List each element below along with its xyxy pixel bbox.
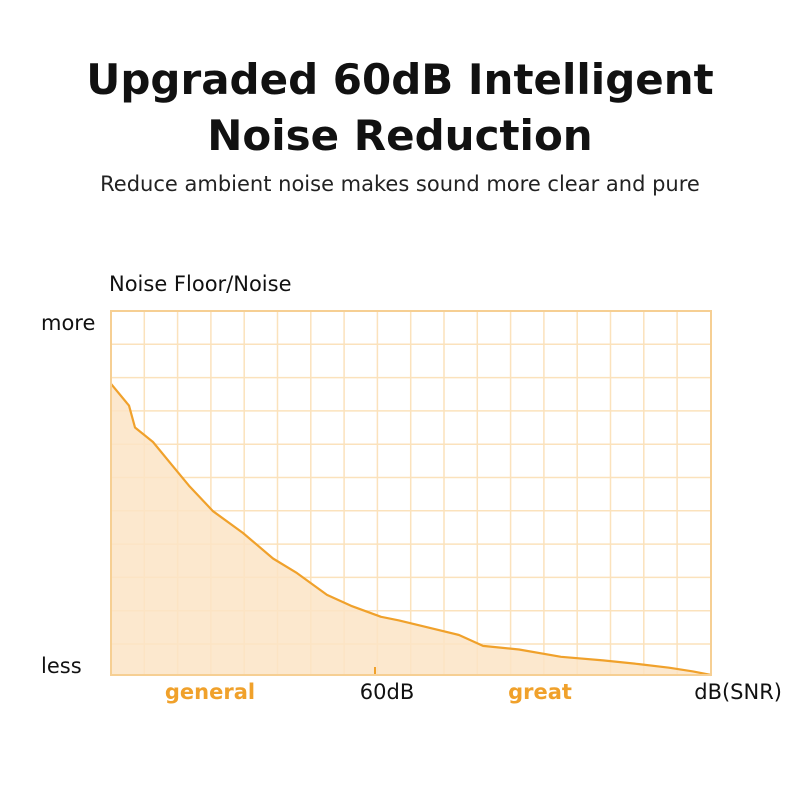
x-category-general: general xyxy=(164,680,256,704)
title-line-2: Noise Reduction xyxy=(207,111,593,160)
y-axis-label: Noise Floor/Noise xyxy=(109,272,292,296)
y-tick-less: less xyxy=(41,654,82,678)
x-category-great: great xyxy=(508,680,572,704)
x-axis-label: dB(SNR) xyxy=(694,680,782,704)
x-marker-60db-label: 60dB xyxy=(359,680,415,704)
noise-curve-line xyxy=(110,383,712,677)
page-title: Upgraded 60dB Intelligent Noise Reductio… xyxy=(0,52,800,164)
plot-frame xyxy=(110,310,712,676)
noise-area-fill xyxy=(111,383,711,675)
title-line-1: Upgraded 60dB Intelligent xyxy=(86,55,714,104)
subtitle: Reduce ambient noise makes sound more cl… xyxy=(100,172,700,196)
y-tick-more: more xyxy=(41,311,96,335)
